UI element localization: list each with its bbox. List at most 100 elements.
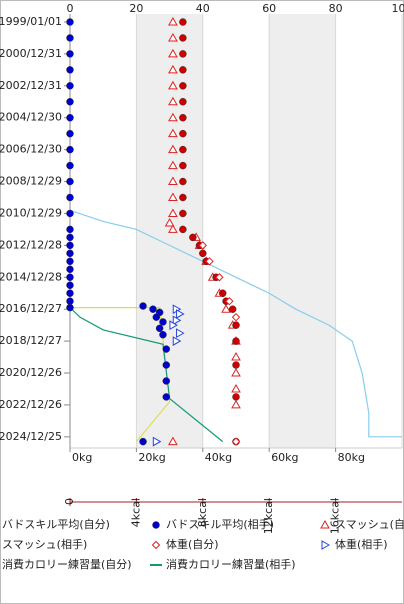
point [215, 273, 224, 282]
point [172, 336, 182, 346]
point [168, 64, 178, 74]
point [198, 241, 208, 250]
legend-label: スマッシュ(相手) [2, 537, 87, 551]
point [66, 161, 74, 170]
x2-tick-label: 16kcal [329, 498, 342, 534]
point [168, 436, 178, 446]
y-tick-label: 2016/12/27 [0, 302, 62, 315]
x2-tick-label: 12kcal [262, 498, 275, 534]
point [164, 218, 175, 227]
point [176, 328, 185, 338]
point [169, 320, 178, 331]
point [162, 377, 171, 385]
point [179, 18, 187, 26]
point [66, 249, 74, 258]
x-bottom-tick-label: 40kg [205, 451, 232, 464]
point [179, 177, 187, 186]
point [232, 321, 240, 329]
point [66, 241, 74, 250]
point [168, 128, 178, 138]
x-top-tick-label: 60 [262, 2, 276, 15]
point [225, 297, 234, 306]
point [66, 177, 74, 186]
point [168, 96, 178, 106]
legend-label: 消費カロリー練習量(自分) [2, 557, 132, 571]
x2-tick-label: 0 [63, 498, 76, 505]
point [320, 519, 330, 529]
point [149, 305, 157, 313]
point [231, 437, 241, 446]
point [159, 318, 167, 326]
point [66, 34, 74, 42]
point [66, 281, 74, 290]
point [168, 144, 178, 154]
y-tick-label: 2012/12/28 [0, 238, 62, 251]
point [152, 313, 161, 321]
point [231, 368, 241, 377]
point [159, 330, 167, 339]
point [66, 145, 74, 154]
point [168, 208, 178, 217]
point [155, 324, 164, 333]
y-tick-label: 2006/12/30 [0, 143, 62, 156]
point [321, 540, 331, 550]
point [231, 383, 241, 393]
legend-label: バドスキル平均(自分) [2, 518, 110, 531]
x-bottom-tick-label: 0kg [72, 451, 92, 464]
point [179, 113, 187, 122]
point [162, 361, 171, 369]
x2-tick-label: 4kcal [129, 498, 142, 527]
point [179, 225, 187, 234]
point [66, 82, 74, 90]
point [66, 18, 74, 26]
point [179, 161, 187, 170]
point [66, 113, 74, 122]
point [152, 521, 160, 529]
point [176, 309, 185, 319]
point [66, 303, 74, 312]
legend-label: スマッシュ(自分) [335, 518, 404, 531]
y-tick-label: 2020/12/26 [0, 366, 62, 379]
y-tick-label: 2014/12/28 [0, 270, 62, 283]
x-top-tick-label: 80 [329, 2, 343, 15]
y-tick-label: 2008/12/29 [0, 175, 62, 188]
point [231, 399, 241, 409]
y-tick-label: 2010/12/29 [0, 206, 62, 219]
point [189, 233, 197, 242]
series-line [69, 209, 402, 438]
y-tick-label: 2002/12/31 [0, 79, 62, 92]
point [179, 209, 187, 218]
point [66, 225, 74, 234]
point [151, 540, 161, 550]
point [66, 297, 74, 305]
point [66, 193, 74, 202]
point [231, 312, 241, 322]
y-tick-label: 1999/01/01 [0, 15, 62, 28]
series-line [69, 307, 224, 443]
point [218, 289, 227, 297]
shaded-band [269, 14, 336, 448]
legend-label: 消費カロリー練習量(相手) [166, 557, 296, 571]
x-top-tick-label: 100 [392, 2, 404, 15]
point [179, 66, 187, 74]
point [179, 193, 187, 202]
point [205, 257, 214, 266]
y-tick-label: 2024/12/25 [0, 430, 62, 443]
point [66, 98, 74, 106]
legend-label: 体重(相手) [335, 537, 388, 551]
point [152, 436, 162, 447]
point [221, 304, 231, 313]
point [66, 50, 74, 58]
y-tick-label: 2004/12/30 [0, 111, 62, 124]
point [168, 192, 178, 202]
point [168, 48, 178, 58]
point [179, 50, 187, 58]
point [179, 34, 187, 42]
point [168, 80, 178, 90]
point [179, 98, 187, 106]
point [66, 129, 74, 138]
point [66, 66, 74, 74]
x-top-tick-label: 0 [67, 2, 74, 15]
point [232, 361, 240, 369]
